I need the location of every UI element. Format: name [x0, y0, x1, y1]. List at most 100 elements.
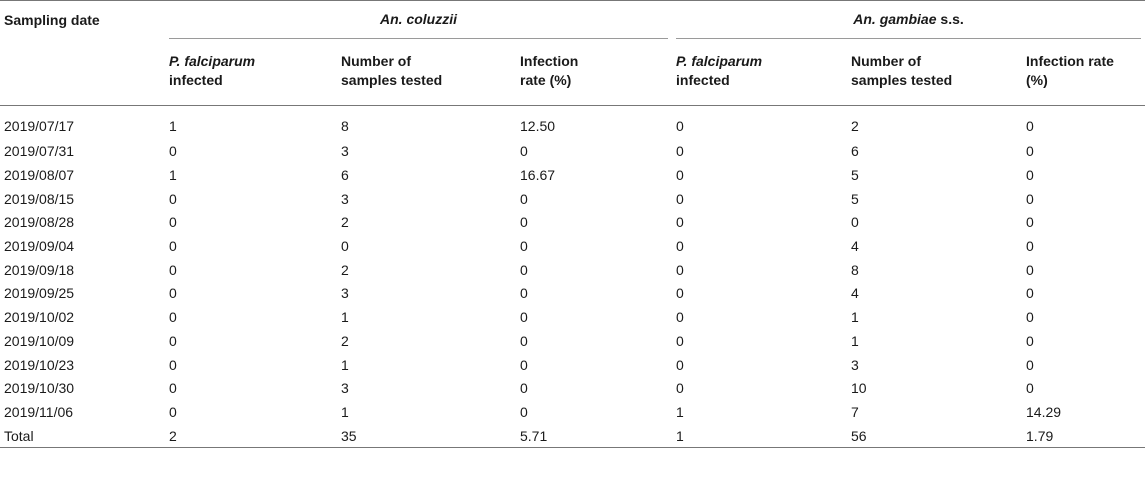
- cell-coluzzii-rate: 0: [520, 380, 528, 397]
- cell-date: 2019/08/15: [4, 190, 75, 207]
- table-row: 2019/08/28 0 2 0 0 0 0: [0, 211, 1145, 235]
- cell-gambiae-infected: 0: [676, 261, 684, 278]
- cell-gambiae-tested: 7: [851, 403, 859, 420]
- table-row: 2019/11/06 0 1 0 1 7 14.29: [0, 400, 1145, 424]
- cell-coluzzii-infected: 0: [169, 238, 177, 255]
- header-coluzzii-pf-infected: P. falciparum infected: [165, 39, 337, 106]
- cell-coluzzii-tested: 1: [341, 309, 349, 326]
- table-row: 2019/07/31 0 3 0 0 6 0: [0, 140, 1145, 164]
- cell-gambiae-infected: 0: [676, 309, 684, 326]
- cell-coluzzii-infected: 0: [169, 309, 177, 326]
- table-row: 2019/10/09 0 2 0 0 1 0: [0, 329, 1145, 353]
- cell-date: 2019/07/17: [4, 117, 75, 134]
- cell-coluzzii-rate: 0: [520, 309, 528, 326]
- group-label-an-gambiae: An. gambiae s.s.: [676, 11, 1142, 39]
- group-label-an-gambiae-species: An. gambiae: [853, 11, 937, 27]
- cell-gambiae-infected: 0: [676, 167, 684, 184]
- header-tested-line1: Number of: [341, 53, 411, 69]
- cell-coluzzii-tested: 3: [341, 285, 349, 302]
- header-gambiae-samples-tested: Number of samples tested: [847, 39, 1023, 106]
- cell-coluzzii-rate: 0: [520, 190, 528, 207]
- cell-gambiae-rate: 0: [1026, 356, 1034, 373]
- cell-coluzzii-tested: 2: [341, 332, 349, 349]
- cell-gambiae-tested: 5: [851, 167, 859, 184]
- cell-gambiae-infected: 1: [676, 403, 684, 420]
- header-gambiae-pf-infected: P. falciparum infected: [672, 39, 848, 106]
- cell-coluzzii-infected: 0: [169, 356, 177, 373]
- cell-date: 2019/10/09: [4, 332, 75, 349]
- table-row-total: Total 2 35 5.71 1 56 1.79: [0, 423, 1145, 449]
- table-row: 2019/10/02 0 1 0 0 1 0: [0, 305, 1145, 329]
- cell-coluzzii-tested: 2: [341, 261, 349, 278]
- cell-date: 2019/10/30: [4, 380, 75, 397]
- table-row: 2019/09/18 0 2 0 0 8 0: [0, 258, 1145, 282]
- cell-date: 2019/10/02: [4, 309, 75, 326]
- cell-gambiae-rate: 0: [1026, 190, 1034, 207]
- cell-coluzzii-infected: 0: [169, 403, 177, 420]
- cell-gambiae-tested: 4: [851, 238, 859, 255]
- cell-coluzzii-rate: 0: [520, 332, 528, 349]
- cell-gambiae-rate: 14.29: [1026, 403, 1062, 420]
- header-sampling-date: Sampling date: [0, 0, 165, 106]
- header-tested-line2: samples tested: [851, 72, 953, 88]
- table-row: 2019/08/07 1 6 16.67 0 5 0: [0, 163, 1145, 187]
- header-rate-line1: Infection: [520, 53, 579, 69]
- cell-gambiae-tested: 56: [847, 423, 1023, 449]
- cell-coluzzii-tested: 6: [341, 167, 349, 184]
- cell-coluzzii-tested: 3: [341, 143, 349, 160]
- cell-date: 2019/09/04: [4, 238, 75, 255]
- cell-gambiae-tested: 1: [851, 309, 859, 326]
- table-row: 2019/10/30 0 3 0 0 10 0: [0, 376, 1145, 400]
- group-label-an-gambiae-suffix: s.s.: [936, 11, 964, 27]
- cell-coluzzii-infected: 0: [169, 190, 177, 207]
- header-coluzzii-infection-rate: Infection rate (%): [516, 39, 673, 106]
- cell-coluzzii-tested: 2: [341, 214, 349, 231]
- header-pf-italic: P. falciparum: [169, 53, 256, 69]
- cell-gambiae-tested: 4: [851, 285, 859, 302]
- cell-coluzzii-rate: 0: [520, 261, 528, 278]
- cell-coluzzii-tested: 35: [337, 423, 516, 449]
- cell-coluzzii-infected: 2: [165, 423, 337, 449]
- header-rate-line2: rate (%): [520, 72, 572, 88]
- cell-gambiae-rate: 0: [1026, 285, 1034, 302]
- cell-gambiae-rate: 0: [1026, 238, 1034, 255]
- cell-coluzzii-infected: 0: [169, 285, 177, 302]
- cell-gambiae-tested: 2: [851, 117, 859, 134]
- header-tested-line1: Number of: [851, 53, 922, 69]
- cell-date: Total: [0, 423, 165, 449]
- header-tested-line2: samples tested: [341, 72, 443, 88]
- cell-gambiae-infected: 0: [676, 143, 684, 160]
- cell-date: 2019/07/31: [4, 143, 75, 160]
- cell-coluzzii-tested: 3: [341, 380, 349, 397]
- header-coluzzii-samples-tested: Number of samples tested: [337, 39, 516, 106]
- cell-coluzzii-tested: 3: [341, 190, 349, 207]
- cell-date: 2019/08/28: [4, 214, 75, 231]
- cell-gambiae-tested: 6: [851, 143, 859, 160]
- table-body: 2019/07/17 1 8 12.50 0 2 0 2019/07/31 0 3 0 0 6 0 20…: [0, 105, 1145, 449]
- cell-gambiae-rate: 0: [1026, 167, 1034, 184]
- cell-gambiae-infected: 0: [676, 190, 684, 207]
- cell-gambiae-tested: 5: [851, 190, 859, 207]
- cell-coluzzii-rate: 0: [520, 143, 528, 160]
- cell-coluzzii-tested: 1: [341, 356, 349, 373]
- table-row: 2019/07/17 1 8 12.50 0 2 0: [0, 105, 1145, 140]
- cell-gambiae-infected: 0: [676, 214, 684, 231]
- cell-gambiae-infected: 0: [676, 117, 684, 134]
- cell-gambiae-rate: 0: [1026, 261, 1034, 278]
- cell-gambiae-infected: 0: [676, 356, 684, 373]
- cell-coluzzii-tested: 8: [341, 117, 349, 134]
- cell-coluzzii-tested: 1: [341, 403, 349, 420]
- cell-gambiae-tested: 1: [851, 332, 859, 349]
- cell-coluzzii-infected: 0: [169, 380, 177, 397]
- cell-gambiae-infected: 1: [672, 423, 848, 449]
- cell-gambiae-infected: 0: [676, 238, 684, 255]
- cell-gambiae-rate: 0: [1026, 117, 1034, 134]
- table-row: 2019/08/15 0 3 0 0 5 0: [0, 187, 1145, 211]
- cell-coluzzii-infected: 1: [169, 167, 177, 184]
- cell-coluzzii-infected: 0: [169, 261, 177, 278]
- table-row: 2019/09/25 0 3 0 0 4 0: [0, 282, 1145, 306]
- cell-coluzzii-rate: 12.50: [520, 117, 556, 134]
- table-row: 2019/10/23 0 1 0 0 3 0: [0, 353, 1145, 377]
- cell-gambiae-tested: 0: [851, 214, 859, 231]
